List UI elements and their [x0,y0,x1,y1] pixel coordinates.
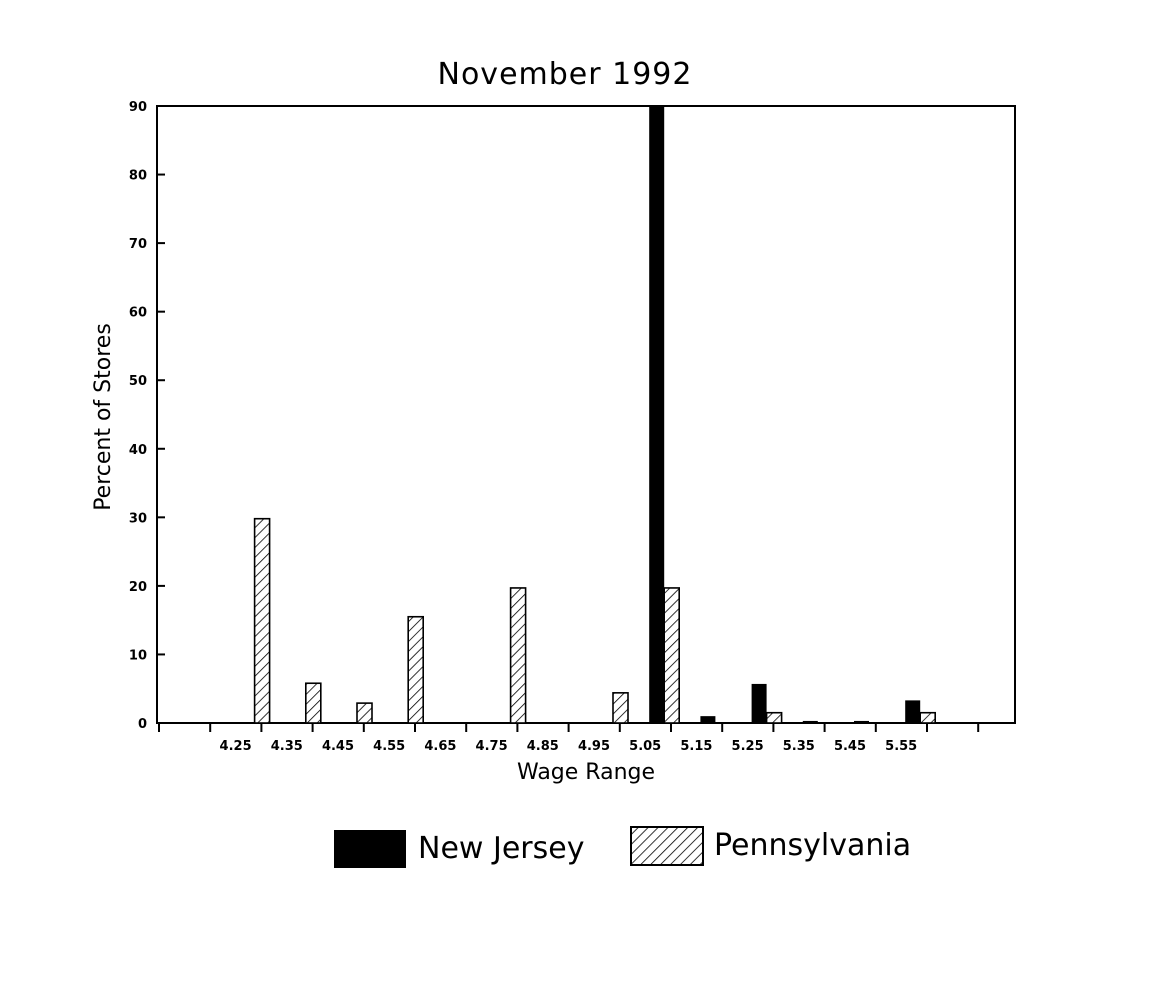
y-tick-label: 80 [129,169,147,184]
legend-swatch-new-jersey [334,830,406,868]
y-tick-label: 70 [129,237,147,252]
x-tick-label: 5.35 [783,739,815,754]
x-axis: 4.25 4.35 4.45 4.55 4.65 4.75 4.85 4.95 5.05 5.15… [158,723,980,754]
y-tick-label: 20 [129,580,147,595]
x-tick-label: 4.45 [322,739,354,754]
bar-pennsylvania-4.45 [356,702,373,724]
x-tick-label: 4.75 [476,739,508,754]
plot-border [156,105,1016,724]
x-tick-label: 5.05 [629,739,661,754]
x-tick-label: 4.25 [220,739,252,754]
legend-label-pennsylvania: Pennsylvania [714,828,911,863]
x-tick-label: 4.65 [424,739,456,754]
y-tick-label: 10 [129,648,147,663]
x-tick-label: 5.15 [680,739,712,754]
y-tick-label: 90 [129,100,147,115]
x-tick-label: 4.95 [578,739,610,754]
bar-new-jersey-5.25 [751,683,767,723]
y-tick-label: 0 [138,717,147,732]
legend-swatch-pennsylvania [630,826,704,866]
bar-new-jersey-5.45 [854,720,869,723]
x-tick-label: 4.55 [373,739,405,754]
bar-pennsylvania-4.75 [509,587,527,724]
x-tick-label: 4.35 [271,739,303,754]
y-tick-label: 50 [129,374,147,389]
y-tick-label: 40 [129,443,147,458]
bar-pennsylvania-4.95 [612,692,629,724]
bar-new-jersey-5.35 [802,720,818,723]
x-tick-label: 4.85 [527,739,559,754]
legend-label-new-jersey: New Jersey [418,831,584,866]
bar-new-jersey-5.05 [649,106,665,723]
bar-new-jersey-5.55 [905,700,921,723]
bar-pennsylvania-4.35 [304,682,322,724]
bar-pennsylvania-5.25 [765,711,783,724]
bar-pennsylvania-5.55 [919,711,937,724]
y-axis-label: Percent of Stores [91,323,116,511]
y-tick-label: 30 [129,511,147,526]
bar-pennsylvania-4.25 [253,517,271,724]
chart-title: November 1992 [438,57,693,92]
plot-area [156,105,1016,724]
bars-group [253,106,937,724]
bar-pennsylvania-4.55 [407,615,425,724]
x-tick-label: 5.45 [834,739,866,754]
bar-pennsylvania-5.05 [663,587,681,724]
y-axis: 0 10 20 30 40 50 60 70 80 90 [129,100,165,732]
x-tick-label: 5.55 [885,739,917,754]
y-tick-label: 60 [129,306,147,321]
bar-new-jersey-5.15 [700,716,716,723]
x-axis-label: Wage Range [517,760,655,785]
x-tick-label: 5.25 [732,739,764,754]
legend: New Jersey Pennsylvania [334,826,911,868]
